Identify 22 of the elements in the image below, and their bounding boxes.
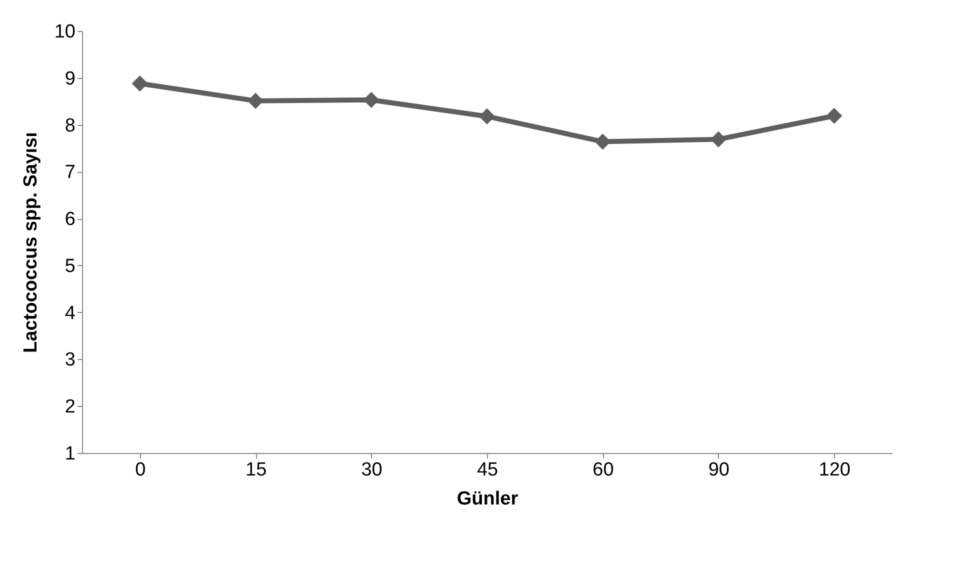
- x-tick-label: 45: [476, 460, 498, 480]
- x-tick-label: 30: [361, 460, 382, 480]
- y-tick-label: 5: [64, 256, 76, 277]
- point: [132, 75, 148, 92]
- y-tick-label: 8: [64, 115, 76, 136]
- y-tick-label: 3: [64, 350, 76, 371]
- x-tick-label: 90: [708, 460, 730, 480]
- y-tick-label: 7: [64, 162, 76, 184]
- point: [826, 108, 842, 124]
- y-tick-label: 10: [54, 22, 76, 42]
- y-tick-label: 6: [64, 209, 76, 230]
- y-axis-title: Lactococcus spp. Sayısı: [20, 132, 42, 353]
- x-tick-label: 60: [592, 460, 614, 480]
- x-tick-label: 0: [135, 460, 146, 480]
- y-tick-label: 4: [64, 302, 76, 324]
- y-tick-label: 9: [64, 68, 76, 90]
- y-tick-label: 1: [64, 444, 76, 464]
- point: [478, 108, 496, 124]
- x-tick-label: 120: [818, 460, 850, 480]
- x-tick-label: 15: [246, 460, 267, 480]
- x-axis-title: Günler: [456, 488, 519, 510]
- y-tick-label: 2: [64, 396, 76, 418]
